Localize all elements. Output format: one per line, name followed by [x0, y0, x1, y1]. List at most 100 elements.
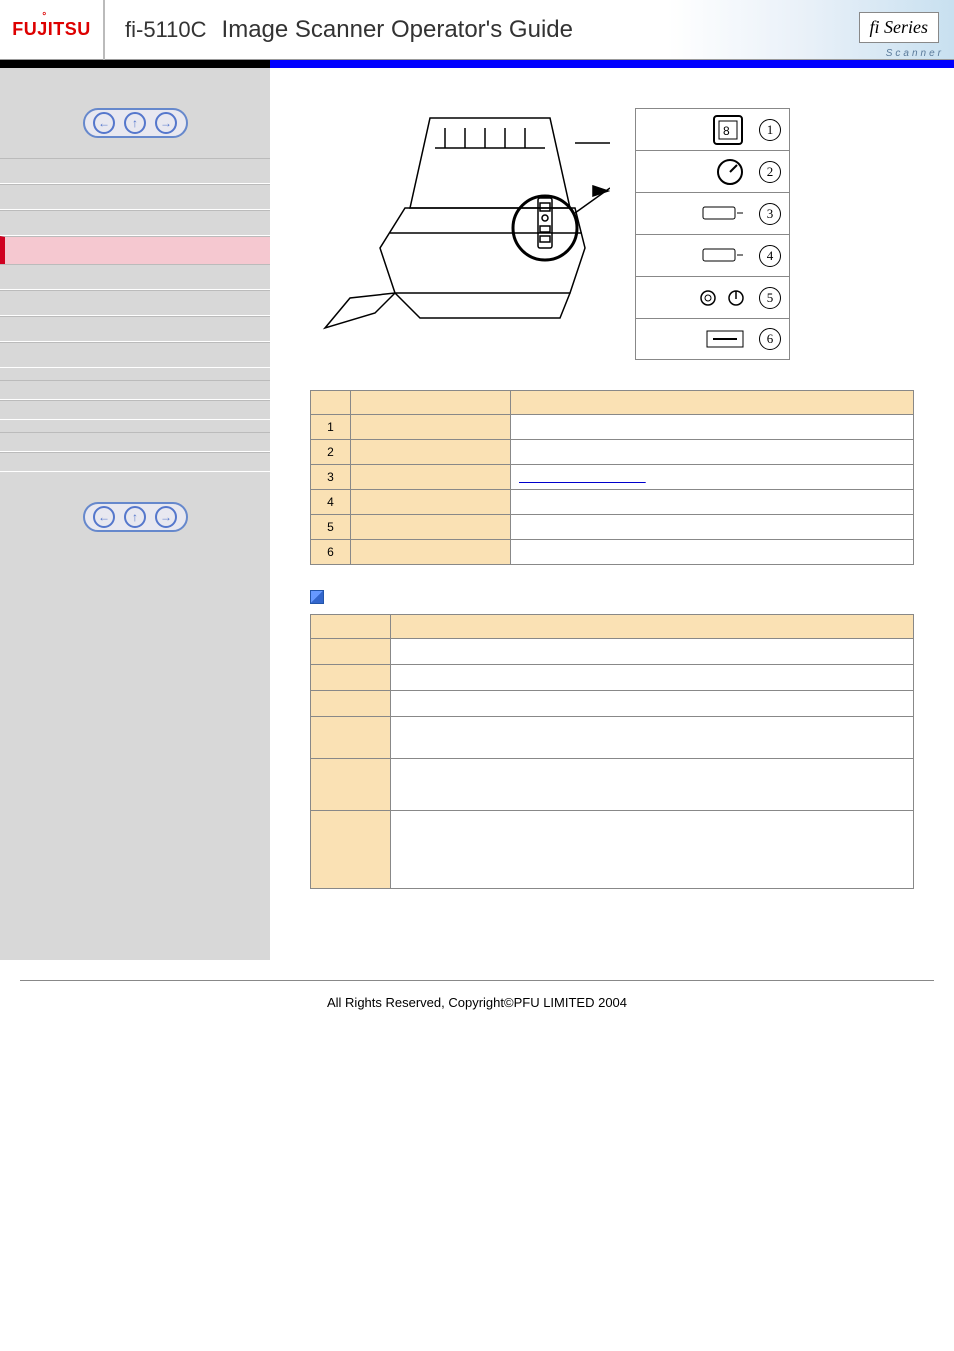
scan-button-icon: [701, 205, 745, 223]
model-number: fi-5110C: [125, 17, 207, 43]
sidebar-item[interactable]: [0, 342, 270, 368]
nav-back-button[interactable]: ←: [93, 112, 115, 134]
footer: All Rights Reserved, Copyright©PFU LIMIT…: [0, 981, 954, 1050]
circled-5: 5: [759, 287, 781, 309]
svg-text:8: 8: [723, 124, 730, 138]
table-cell: [391, 665, 914, 691]
sidebar: ← ↑ → ← ↑ →: [0, 60, 270, 960]
sidebar-item[interactable]: [0, 210, 270, 236]
nav-forward-button[interactable]: →: [155, 112, 177, 134]
section-head: [310, 590, 914, 604]
table-row: [311, 691, 914, 717]
square-bullet-icon: [310, 590, 324, 604]
circled-4: 4: [759, 245, 781, 267]
table-cell: [391, 717, 914, 759]
table-cell: [351, 490, 511, 515]
table-cell: [351, 540, 511, 565]
nav-pill-top: ← ↑ →: [83, 108, 188, 138]
table-cell: [311, 665, 391, 691]
circled-1: 1: [759, 119, 781, 141]
table-cell: [351, 415, 511, 440]
led-power-icon: [699, 289, 745, 307]
callout-4: 4: [635, 234, 790, 276]
th-name: [351, 391, 511, 415]
th-desc: [511, 391, 914, 415]
table-cell: [351, 515, 511, 540]
send-button-icon: [701, 247, 745, 265]
callout-2: 2: [635, 150, 790, 192]
table-cell: [511, 465, 914, 490]
table-row: [311, 759, 914, 811]
fujitsu-logo: FUJITSU: [12, 19, 91, 40]
reference-link[interactable]: [519, 470, 646, 484]
table-cell: 6: [311, 540, 351, 565]
table-cell: 4: [311, 490, 351, 515]
table-cell: 2: [311, 440, 351, 465]
th2-2: [391, 615, 914, 639]
table-cell: [511, 415, 914, 440]
callout-6: 6: [635, 318, 790, 360]
circled-6: 6: [759, 328, 781, 350]
series-badge: fi Series: [859, 12, 940, 43]
logo-box: FUJITSU: [0, 0, 105, 60]
callout-5: 5: [635, 276, 790, 318]
slot-icon: [705, 329, 745, 349]
nav-up-button[interactable]: ↑: [124, 112, 146, 134]
table-cell: [351, 465, 511, 490]
circled-2: 2: [759, 161, 781, 183]
table-cell: [391, 759, 914, 811]
callout-column: 8 1 2 3: [635, 98, 790, 360]
table-cell: 5: [311, 515, 351, 540]
series-badge-text: fi Series: [870, 17, 929, 37]
table-cell: 3: [311, 465, 351, 490]
sidebar-item[interactable]: [0, 184, 270, 210]
header: FUJITSU fi-5110C Image Scanner Operator'…: [0, 0, 954, 60]
table-cell: [391, 691, 914, 717]
blue-strip: [270, 60, 954, 68]
content: 8 1 2 3: [270, 60, 954, 960]
table-row: 5: [311, 515, 914, 540]
table-row: 2: [311, 440, 914, 465]
indication-table: [310, 614, 914, 889]
table-row: 4: [311, 490, 914, 515]
table-row: [311, 639, 914, 665]
series-subtitle: Scanner: [886, 48, 944, 59]
sidebar-item-active[interactable]: [0, 236, 270, 264]
sidebar-item[interactable]: [0, 452, 270, 472]
table-row: [311, 665, 914, 691]
diagram-row: 8 1 2 3: [270, 88, 954, 380]
table-cell: [511, 440, 914, 465]
table-cell: [311, 717, 391, 759]
table-cell: [391, 811, 914, 889]
sidebar-item[interactable]: [0, 380, 270, 400]
th2-1: [311, 615, 391, 639]
callout-3: 3: [635, 192, 790, 234]
sidebar-item[interactable]: [0, 400, 270, 420]
table-cell: [311, 811, 391, 889]
table-cell: [391, 639, 914, 665]
page-title: Image Scanner Operator's Guide: [222, 16, 573, 44]
nav-up-button[interactable]: ↑: [124, 506, 146, 528]
table-cell: 1: [311, 415, 351, 440]
table-cell: [511, 540, 914, 565]
th-num: [311, 391, 351, 415]
sidebar-menu: [0, 158, 270, 472]
table-row: 1: [311, 415, 914, 440]
nav-back-button[interactable]: ←: [93, 506, 115, 528]
sidebar-item[interactable]: [0, 290, 270, 316]
display-icon: 8: [711, 113, 745, 147]
callout-1: 8 1: [635, 108, 790, 150]
sidebar-item[interactable]: [0, 264, 270, 290]
table-row: 3: [311, 465, 914, 490]
parts-table: 123 456: [310, 390, 914, 565]
copyright-text: All Rights Reserved, Copyright©PFU LIMIT…: [327, 995, 627, 1010]
sidebar-item[interactable]: [0, 432, 270, 452]
sidebar-item[interactable]: [0, 158, 270, 184]
sidebar-item[interactable]: [0, 316, 270, 342]
table-cell: [311, 759, 391, 811]
dial-icon: [715, 157, 745, 187]
table-row: [311, 717, 914, 759]
main: ← ↑ → ← ↑ →: [0, 60, 954, 960]
nav-forward-button[interactable]: →: [155, 506, 177, 528]
table-cell: [351, 440, 511, 465]
